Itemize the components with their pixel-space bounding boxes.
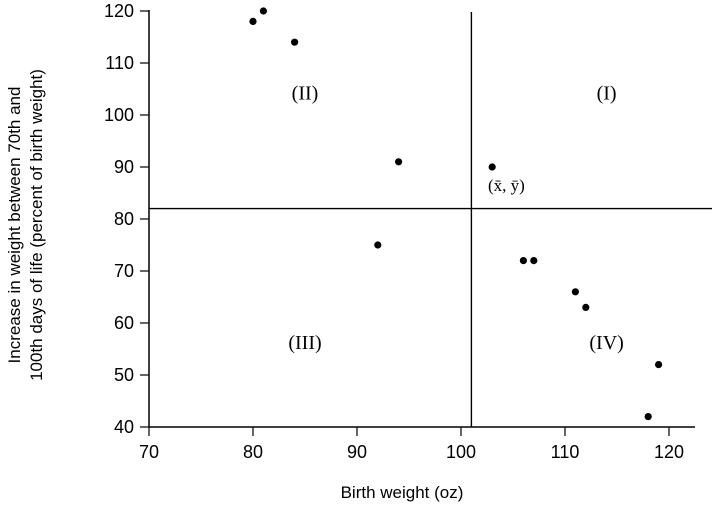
y-tick-label-60: 60 [114, 313, 134, 333]
data-point-7 [519, 257, 528, 265]
x-tick-label-110: 110 [551, 442, 580, 462]
y-tick-label-120: 120 [104, 1, 134, 21]
quadrant-label-4: (IV) [589, 332, 623, 354]
y-tick-label-100: 100 [104, 105, 134, 125]
quadrant-labels: (I) (II) (III) (IV) [288, 82, 623, 354]
y-tick-label-110: 110 [105, 53, 134, 73]
x-tick-label-80: 80 [243, 442, 263, 462]
y-tick-label-40: 40 [114, 417, 134, 437]
y-axis-title-line-1: Increase in weight between 70th and [5, 87, 24, 364]
y-axis-title: Increase in weight between 70th and 100t… [5, 69, 46, 381]
x-tick-label-90: 90 [347, 442, 367, 462]
axis-ticks: 70 80 90 100 110 120 40 50 60 70 80 90 100 110 120 [104, 1, 684, 462]
data-point-6 [488, 163, 496, 171]
y-tick-label-50: 50 [114, 365, 134, 385]
data-point-1 [249, 17, 257, 25]
data-point-12 [644, 413, 652, 421]
quadrant-label-3: (III) [288, 332, 321, 354]
data-points [249, 7, 663, 421]
data-point-4 [395, 158, 403, 166]
y-tick-label-80: 80 [114, 209, 134, 229]
y-tick-label-70: 70 [114, 261, 134, 281]
x-tick-label-120: 120 [654, 442, 684, 462]
x-axis-title: Birth weight (oz) [341, 483, 464, 502]
x-tick-label-70: 70 [139, 442, 159, 462]
x-tick-label-100: 100 [446, 442, 476, 462]
data-point-3 [291, 38, 299, 46]
data-point-8 [530, 257, 538, 265]
data-point-9 [571, 288, 580, 296]
quadrant-label-1: (I) [597, 82, 617, 104]
mean-point-label: (x̄, ȳ) [488, 176, 525, 195]
data-point-11 [655, 361, 663, 369]
data-point-2 [259, 7, 267, 15]
data-point-5 [374, 241, 382, 249]
data-point-10 [582, 303, 590, 311]
y-tick-label-90: 90 [114, 157, 134, 177]
y-axis-title-line-2: 100th days of life (percent of birth wei… [27, 69, 46, 381]
quadrant-label-2: (II) [292, 82, 319, 104]
